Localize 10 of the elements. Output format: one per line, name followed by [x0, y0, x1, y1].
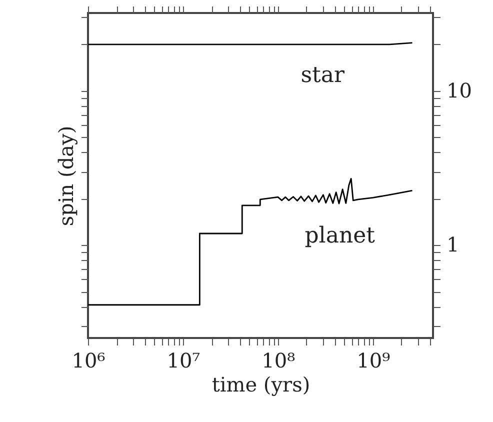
x-tick-label: 10⁷	[166, 348, 200, 372]
x-tick-label: 10⁹	[356, 348, 390, 372]
annotation: star	[300, 62, 345, 88]
x-tick-label: 10⁸	[262, 348, 296, 372]
y-tick-label: 10	[446, 78, 472, 102]
x-axis-title: time (yrs)	[212, 372, 310, 396]
annotation: planet	[304, 224, 376, 249]
x-tick-label: 10⁶	[72, 348, 106, 372]
y-tick-label: 1	[446, 232, 460, 257]
y-axis-title: spin (day)	[54, 126, 78, 226]
